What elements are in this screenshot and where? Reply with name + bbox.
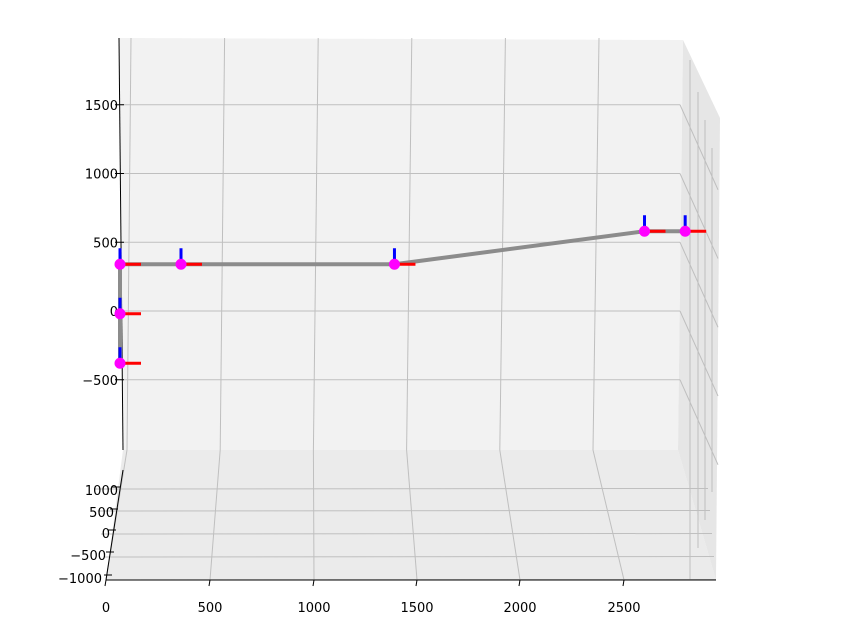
z-axis-line: [118, 37, 124, 451]
x-tick-label: 0: [102, 601, 110, 616]
y-gridline-floor: [104, 556, 715, 558]
x-gridline-floor: [209, 449, 221, 581]
y-gridline-floor: [93, 488, 709, 490]
x-tick-label: 1500: [400, 601, 433, 616]
y-tick-label: −1000: [58, 572, 102, 587]
axis-panes: [106, 38, 720, 580]
robot-link: [392, 229, 647, 267]
x-tick-mark: [415, 579, 418, 587]
y-gridline-floor: [97, 510, 711, 512]
x-tick-label: 2000: [503, 601, 536, 616]
robot-joints: [114, 225, 691, 369]
x-gridline-back: [312, 37, 319, 451]
y-gridline-floor: [100, 533, 713, 535]
z-tick-label: 1500: [85, 99, 118, 114]
x-gridline-back: [592, 37, 600, 451]
y-tick-label: 0: [102, 527, 110, 542]
x-gridline-back: [499, 37, 506, 451]
joint-point: [388, 258, 400, 270]
x-tick-mark: [622, 579, 625, 587]
x-gridline-floor: [312, 449, 315, 581]
z-tick-label: 1000: [85, 168, 118, 183]
x-gridline-back: [219, 37, 226, 451]
axis-lines: [105, 37, 716, 581]
x-tick-label: 500: [198, 601, 223, 616]
z-tick-label: −500: [82, 374, 118, 389]
joint-point: [639, 225, 651, 237]
grid-lines: [93, 37, 719, 581]
x-gridline-floor: [592, 449, 625, 581]
joint-point: [114, 357, 126, 369]
x-gridline-floor: [499, 449, 521, 581]
x-tick-mark: [104, 579, 107, 587]
joint-point: [114, 308, 126, 320]
x-gridline-floor: [406, 449, 418, 581]
joint-point: [175, 258, 187, 270]
x-tick-label: 1000: [297, 601, 330, 616]
y-tick-label: 1000: [85, 484, 118, 499]
y-tick-label: −500: [70, 549, 106, 564]
z-tick-label: 500: [93, 236, 118, 251]
z-tick-label: 0: [110, 305, 118, 320]
floor-pane: [106, 450, 716, 580]
x-tick-mark: [518, 579, 521, 587]
y-tick-label: 500: [89, 506, 114, 521]
x-gridline-back: [406, 37, 413, 451]
x-tick-label: 2500: [607, 601, 640, 616]
joint-point: [114, 258, 126, 270]
y-axis-line: [105, 469, 124, 581]
x-gridline-back: [126, 37, 132, 451]
joint-point: [679, 225, 691, 237]
x-tick-mark: [312, 579, 315, 587]
x-tick-mark: [208, 579, 211, 587]
tick-labels: 0 500 1000 1500 2000 2500 1500 1000 500 0 −500 1000…: [58, 99, 641, 616]
back-pane: [119, 38, 683, 450]
